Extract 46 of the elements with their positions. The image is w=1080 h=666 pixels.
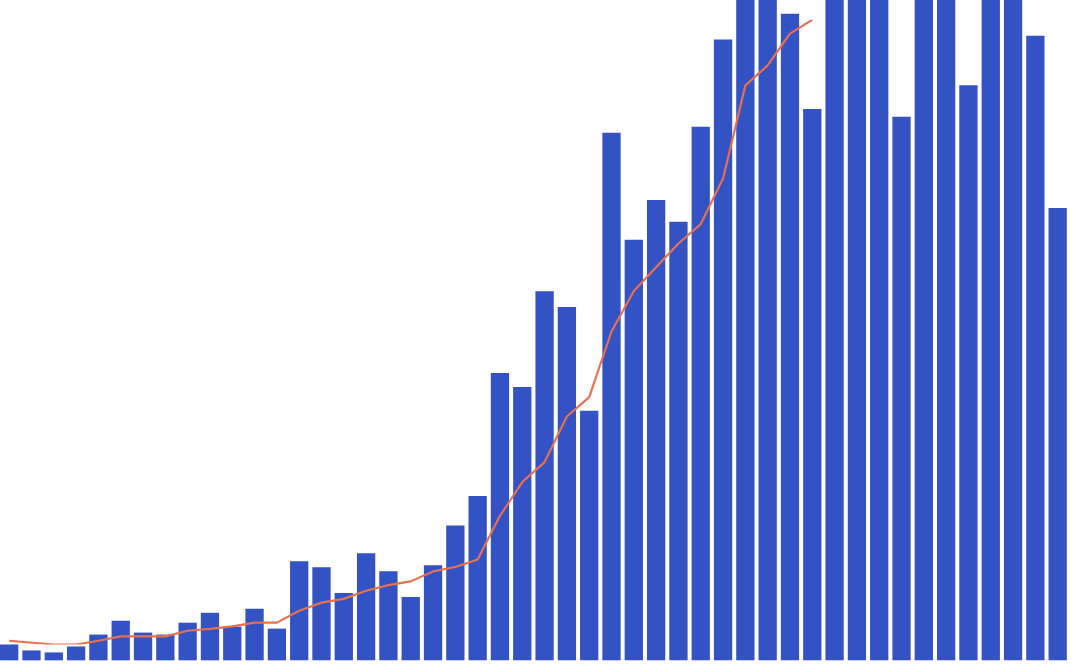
bar xyxy=(44,652,63,661)
bar xyxy=(602,132,621,661)
bar xyxy=(892,116,911,661)
bar xyxy=(557,306,577,661)
bar xyxy=(825,0,844,661)
bar xyxy=(1048,207,1067,661)
bar xyxy=(646,199,666,661)
bar xyxy=(959,85,978,661)
bar xyxy=(200,612,220,661)
bar xyxy=(1026,35,1045,661)
bar xyxy=(312,567,331,661)
bar xyxy=(736,0,755,661)
bar xyxy=(624,239,643,661)
bar xyxy=(379,571,398,661)
bar xyxy=(178,622,197,661)
bar xyxy=(401,596,420,661)
bar xyxy=(423,565,443,661)
bar xyxy=(914,0,933,661)
bar xyxy=(22,650,41,661)
bar xyxy=(290,561,309,661)
bar xyxy=(89,634,108,661)
bar xyxy=(1003,0,1023,661)
bar xyxy=(803,108,822,661)
bar xyxy=(490,372,510,661)
bar xyxy=(713,39,733,661)
bar xyxy=(111,620,130,661)
bar xyxy=(936,0,956,661)
bar xyxy=(245,608,264,661)
bar xyxy=(780,13,800,661)
bar xyxy=(981,0,1000,661)
bar xyxy=(468,495,487,661)
bar xyxy=(267,628,287,661)
bar xyxy=(446,525,465,661)
bar xyxy=(66,646,86,661)
bar xyxy=(0,644,19,661)
bar xyxy=(847,0,867,661)
bar xyxy=(870,0,889,661)
bar xyxy=(356,553,376,661)
bar xyxy=(758,0,777,661)
bar xyxy=(669,221,688,661)
bar xyxy=(691,126,710,661)
bar xyxy=(580,410,599,661)
bar xyxy=(513,386,532,661)
bar xyxy=(535,291,554,661)
bar xyxy=(223,626,242,661)
bar xyxy=(334,592,353,661)
